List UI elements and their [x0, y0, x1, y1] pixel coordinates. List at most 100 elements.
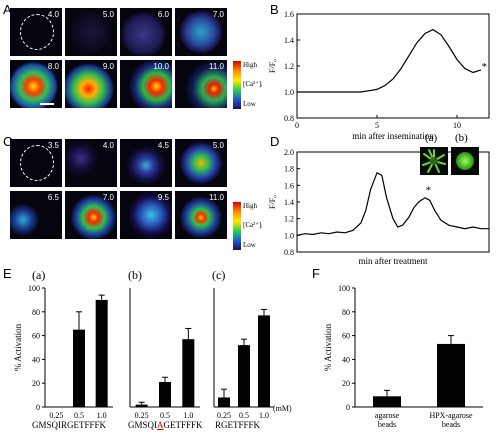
y-tick-label: 60 [32, 332, 40, 341]
bar [218, 397, 230, 407]
y-axis-label: % Activation [323, 323, 333, 371]
e-sub-b-label: (b) [128, 268, 142, 282]
annotation-star: * [481, 61, 487, 73]
y-tick-label: 1.6 [284, 181, 294, 190]
colorbar-c-ion: [Ca²⁺]ᵢ [243, 221, 263, 229]
inset-a-spikes [422, 149, 446, 173]
x-tick-label: 0.25 [135, 411, 149, 420]
colorbar-c-low: Low [243, 241, 256, 249]
series-line [297, 28, 482, 93]
time-label: 4.5 [157, 141, 169, 150]
bar [182, 339, 195, 407]
y-tick-label: 2.0 [284, 148, 294, 157]
time-label: 3.5 [47, 141, 59, 150]
panel-label-f: F [312, 266, 320, 281]
y-tick-label: 0.8 [284, 248, 294, 257]
inset-b-image [451, 147, 479, 175]
y-tick-label: 20 [32, 379, 40, 388]
image-tile-a-8: 11.0 [175, 60, 227, 108]
scale-bar-a [40, 103, 54, 105]
image-tile-c-4: 5.0 [175, 139, 227, 187]
image-tile-a-2: 5.0 [65, 8, 117, 56]
x-axis-label: min after insemination [352, 131, 434, 141]
time-label: 7.0 [102, 193, 114, 202]
y-tick-label: 0 [346, 403, 350, 412]
inset-b-glow [456, 152, 474, 170]
image-tile-a-3: 6.0 [120, 8, 172, 56]
y-tick-label: 20 [342, 379, 350, 388]
y-tick-label: 40 [32, 355, 40, 364]
colorbar-a-low: Low [243, 100, 256, 108]
scale-bar-c [40, 187, 54, 189]
colorbar-a-high: High [243, 61, 257, 69]
y-tick-label: 80 [342, 308, 350, 317]
x-tick-label: 1.0 [183, 411, 193, 420]
y-tick-label: 1.8 [284, 165, 294, 174]
time-label: 9.0 [102, 62, 114, 71]
time-label: 6.5 [47, 193, 59, 202]
bar [437, 343, 465, 407]
x-tick-label: 0.5 [160, 411, 170, 420]
y-tick-label: 1.2 [284, 215, 294, 224]
x-tick-label: agarose [375, 411, 400, 420]
colorbar-a-ion: [Ca²⁺]ᵢ [243, 80, 263, 88]
x-tick-label: 0.25 [49, 411, 63, 420]
inset-b-label: (b) [455, 132, 468, 144]
inset-a-label: (a) [425, 132, 438, 144]
image-tile-a-7: 10.0 [120, 60, 172, 108]
x-tick-label: 1.0 [259, 411, 269, 420]
inset-a-image [420, 147, 448, 175]
panel-label-a: A [3, 2, 12, 17]
y-tick-label: 1.0 [284, 88, 294, 97]
image-tile-c-2: 4.0 [65, 139, 117, 187]
peptide-b-mutation: A [157, 420, 164, 430]
y-tick-label: 1.4 [284, 198, 294, 207]
peptide-b-pre: GMSQI [128, 420, 158, 430]
e-sub-c-label: (c) [212, 268, 226, 282]
x-tick-label: 0.5 [239, 411, 249, 420]
peptide-a: GMSQIRGETFFFK [32, 420, 107, 430]
series-line [296, 171, 489, 236]
image-tile-c-8: 11.0 [175, 191, 227, 239]
colorbar-c [233, 202, 241, 250]
image-tile-c-3: 4.5 [120, 139, 172, 187]
bar [159, 382, 171, 407]
time-label: 4.0 [47, 10, 59, 19]
colorbar-a [233, 61, 241, 109]
egg-outline [20, 145, 54, 181]
bar [258, 315, 270, 407]
annotation-star: * [425, 185, 431, 197]
image-tile-a-5: 8.0 [10, 60, 62, 108]
x-tick-label: 10 [453, 121, 461, 130]
x-tick-label: 0.25 [217, 411, 231, 420]
image-tile-c-7: 9.5 [120, 191, 172, 239]
y-tick-label: 80 [32, 308, 40, 317]
y-axis-label: % Activation [13, 323, 23, 371]
e-sub-a-label: (a) [32, 268, 46, 282]
time-label: 11.0 [209, 62, 224, 71]
x-tick-label: HPX-agarose [429, 411, 473, 420]
time-label: 4.0 [102, 141, 114, 150]
bar [238, 345, 250, 407]
bar [95, 299, 108, 407]
time-label: 9.5 [157, 193, 169, 202]
y-tick-label: 40 [342, 355, 350, 364]
y-tick-label: 60 [342, 332, 350, 341]
y-tick-label: 0.8 [284, 114, 294, 123]
egg-outline [20, 14, 54, 50]
panel-label-b: B [270, 2, 279, 17]
plot-frame [296, 13, 490, 119]
image-tile-a-6: 9.0 [65, 60, 117, 108]
peptide-b: GMSQIAGETFFFK [128, 420, 203, 430]
y-tick-label: 1.0 [284, 231, 294, 240]
concentration-unit: (mM) [273, 404, 292, 413]
y-axis-label: F/F₀ [268, 59, 277, 73]
y-tick-label: 1.4 [284, 36, 294, 45]
y-tick-label: 1.2 [284, 62, 294, 71]
x-tick-label: beads [378, 420, 396, 429]
y-axis-label: F/F₀ [268, 195, 277, 209]
time-label: 7.0 [212, 10, 224, 19]
bar [373, 396, 401, 407]
time-label: 8.0 [47, 62, 59, 71]
colorbar-c-high: High [243, 202, 257, 210]
